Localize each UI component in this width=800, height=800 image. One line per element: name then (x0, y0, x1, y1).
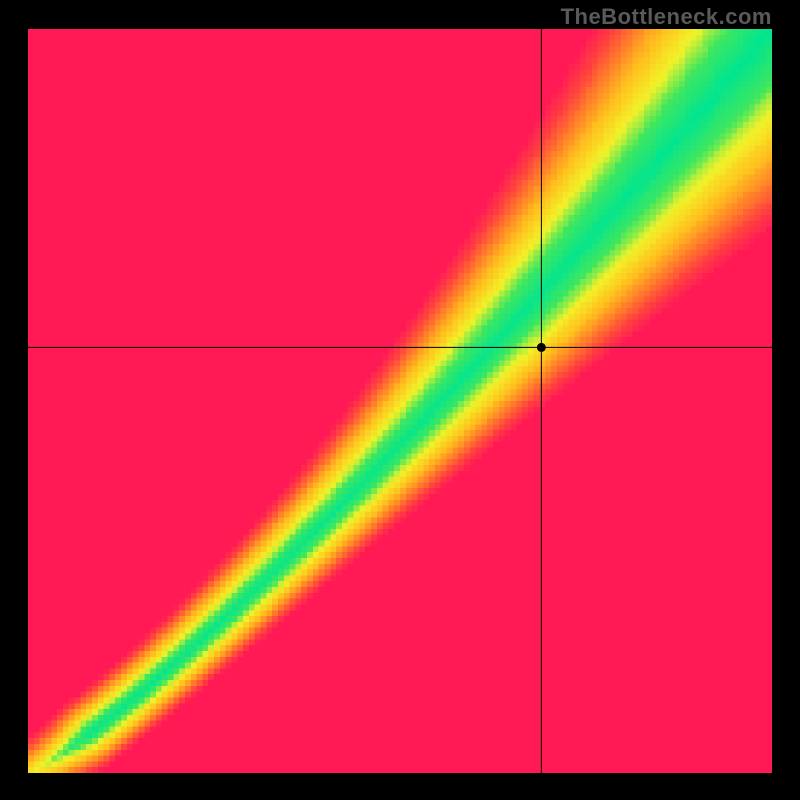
bottleneck-heatmap (28, 29, 772, 773)
watermark-text: TheBottleneck.com (561, 4, 772, 30)
heatmap-canvas (28, 29, 772, 773)
